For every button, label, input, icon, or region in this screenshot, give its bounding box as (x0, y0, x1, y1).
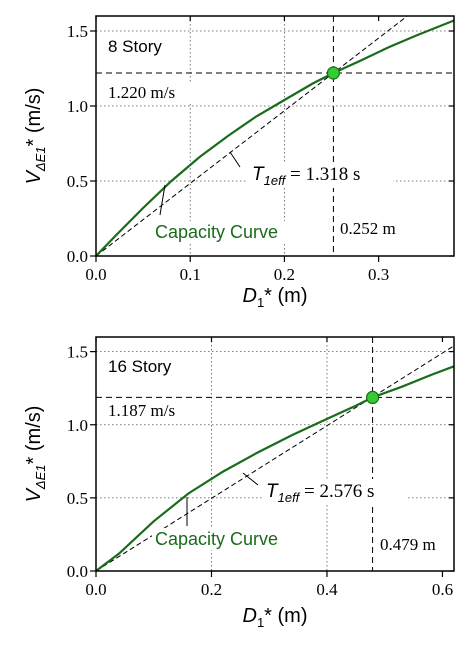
x-tick-label: 0.1 (180, 265, 201, 284)
velocity-label-bg (105, 400, 197, 421)
performance-point-marker (365, 390, 380, 405)
velocity-label: 1.220 m/s (108, 83, 175, 102)
panel-label-bg (105, 35, 183, 57)
teff-label-leader (242, 472, 259, 486)
y-tick-label: 1.5 (67, 343, 88, 362)
x-tick-label: 0.2 (201, 580, 222, 599)
curve-label-bg (152, 221, 302, 243)
plot-frame (95, 336, 455, 572)
x-tick-label: 0.2 (274, 265, 295, 284)
capacity-curve-label: Capacity Curve (155, 222, 278, 242)
teff-label-bg (262, 479, 407, 505)
x-axis-label: D1* (m) (242, 285, 307, 310)
displacement-label: 0.479 m (380, 535, 436, 554)
effective-period-label: T1eff = 1.318 s (252, 164, 360, 188)
y-tick-label: 0.0 (67, 562, 88, 581)
curve-label-bg (152, 528, 302, 550)
chart-panel-2: 0.0 0.2 0.4 0.6 0.0 0.5 1.0 1.5 D1* (m) VΔE1* (m/… (23, 336, 455, 630)
displacement-label: 0.252 m (340, 219, 396, 238)
capacity-curve-line (96, 365, 454, 571)
displacement-label-bg (337, 218, 413, 239)
effective-period-label: T1eff = 2.576 s (266, 481, 374, 505)
x-tick-label: 0.0 (85, 265, 106, 284)
y-tick-label: 1.5 (67, 22, 88, 41)
displacement-label-bg (377, 534, 453, 555)
y-tick-label: 0.5 (67, 172, 88, 191)
y-axis-label: VΔE1* (m/s) (23, 406, 48, 503)
x-tick-label: 0.3 (368, 265, 389, 284)
secant-line (96, 16, 409, 256)
x-tick-label: 0.6 (432, 580, 453, 599)
velocity-label-bg (105, 82, 197, 103)
teff-label-leader (229, 151, 241, 168)
chart-panel-1: 0.0 0.1 0.2 0.3 0.0 0.5 1.0 1.5 D1* (m) VΔE1* (m/… (23, 15, 455, 310)
performance-point-marker (326, 66, 341, 80)
y-tick-label: 1.0 (67, 97, 88, 116)
x-tick-label: 0.0 (85, 580, 106, 599)
teff-label-bg (248, 162, 393, 188)
velocity-label: 1.187 m/s (108, 401, 175, 420)
curve-label-leader (159, 184, 166, 216)
y-tick-label: 1.0 (67, 416, 88, 435)
capacity-curve-label: Capacity Curve (155, 529, 278, 549)
capacity-curve-line (96, 19, 454, 256)
x-tick-label: 0.4 (316, 580, 338, 599)
panel-label: 8 Story (108, 37, 162, 56)
x-axis-label: D1* (m) (242, 605, 307, 630)
y-axis-label: VΔE1* (m/s) (23, 88, 48, 185)
y-tick-label: 0.0 (67, 247, 88, 266)
y-tick-label: 0.5 (67, 489, 88, 508)
panel-label-bg (105, 355, 193, 377)
secant-line (96, 345, 454, 571)
plot-frame (95, 15, 455, 257)
panel-label: 16 Story (108, 357, 172, 376)
